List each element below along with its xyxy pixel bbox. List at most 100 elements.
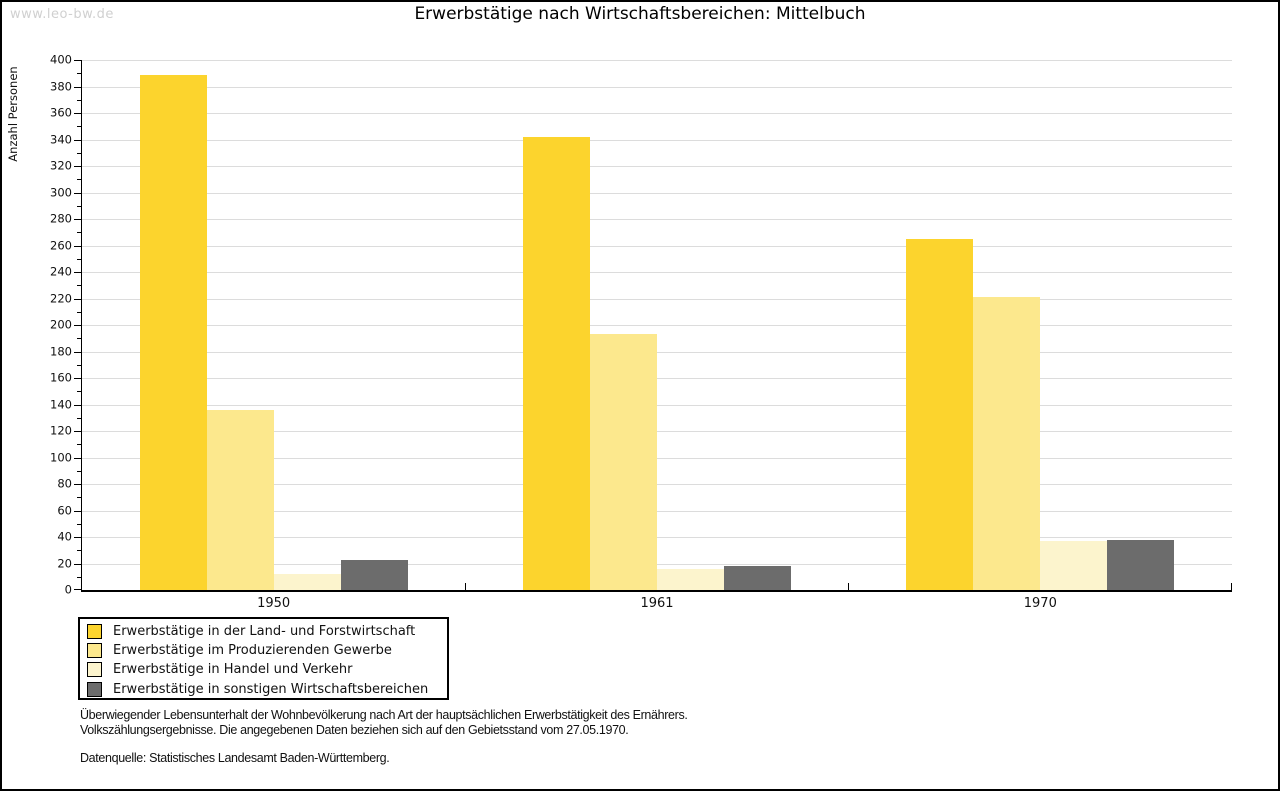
y-tick-120 [74, 431, 81, 432]
y-minor-tick-30 [77, 550, 81, 552]
bar-1950-series-4 [340, 559, 408, 590]
bar-1970-series-3 [1040, 540, 1108, 590]
y-minor-tick-70 [77, 497, 81, 499]
gridline-40 [82, 537, 1232, 538]
watermark-leo-bw: www.leo-bw.de [10, 7, 114, 22]
bar-1961-series-1 [523, 136, 590, 590]
gridline-80 [82, 484, 1232, 485]
y-minor-tick-170 [77, 364, 81, 366]
y-tick-160 [74, 378, 81, 379]
gridline-400 [82, 60, 1232, 61]
y-tick-300 [74, 192, 81, 194]
y-tick-label-340: 340 [50, 132, 72, 146]
y-tick-label-180: 180 [50, 344, 72, 358]
legend-item-4: Erwerbstätige in sonstigen Wirtschaftsbe… [87, 680, 447, 699]
y-tick-label-240: 240 [50, 264, 72, 279]
y-tick-260 [74, 245, 81, 247]
x-boundary-tick-1 [464, 583, 466, 590]
y-tick-label-200: 200 [50, 317, 72, 332]
y-tick-label-280: 280 [50, 211, 72, 226]
plot-area: 0 20 40 60 80 100 120 140 160 180 200 220 240 260 280 3… [50, 54, 1232, 611]
bar-1970-series-2 [973, 297, 1041, 590]
legend-swatch-2 [87, 643, 102, 659]
legend-label-1: Erwerbstätige in der Land- und Forstwirt… [113, 624, 416, 640]
gridline-300 [82, 192, 1232, 194]
y-minor-tick-370 [77, 99, 81, 101]
gridline-260 [82, 245, 1232, 247]
gridline-340 [82, 139, 1232, 141]
y-minor-tick-310 [77, 179, 81, 181]
y-tick-label-120: 120 [50, 423, 72, 438]
footnote-line-2: Volkszählungsergebnisse. Die angegebenen… [80, 722, 629, 737]
y-tick-label-160: 160 [50, 370, 72, 385]
y-minor-tick-330 [77, 152, 81, 154]
gridline-240 [82, 272, 1232, 273]
bar-1961-series-3 [657, 568, 724, 590]
y-tick-200 [74, 325, 81, 326]
gridline-220 [82, 298, 1232, 300]
y-tick-label-400: 400 [50, 52, 72, 67]
y-tick-label-140: 140 [50, 397, 72, 411]
gridline-60 [82, 510, 1232, 512]
y-tick-label-100: 100 [50, 450, 72, 464]
gridline-180 [82, 351, 1232, 353]
y-tick-100 [74, 457, 81, 459]
y-tick-320 [74, 166, 81, 167]
x-boundary-tick-2 [848, 583, 850, 590]
y-tick-label-380: 380 [50, 79, 72, 93]
legend-item-2: Erwerbstätige im Produzierenden Gewerbe [87, 641, 447, 660]
y-tick-0 [74, 589, 81, 590]
x-category-label-1950: 1950 [257, 596, 291, 611]
bar-1950-series-3 [273, 574, 341, 590]
legend-label-3: Erwerbstätige in Handel und Verkehr [113, 662, 353, 678]
y-minor-tick-10 [77, 576, 81, 578]
y-tick-220 [74, 298, 81, 300]
legend-item-3: Erwerbstätige in Handel und Verkehr [87, 660, 447, 679]
y-tick-label-220: 220 [50, 291, 72, 305]
y-tick-label-40: 40 [57, 529, 72, 544]
bar-1950-series-2 [206, 409, 274, 590]
gridline-200 [82, 325, 1232, 326]
legend-swatch-3 [87, 662, 102, 678]
y-tick-400 [74, 60, 81, 61]
y-axis-title: Anzahl Personen [6, 66, 20, 162]
y-tick-20 [74, 563, 81, 565]
gridline-120 [82, 431, 1232, 432]
y-minor-tick-90 [77, 470, 81, 472]
data-source-line: Datenquelle: Statistisches Landesamt Bad… [80, 751, 390, 765]
x-axis-end-tick [1231, 583, 1232, 590]
y-tick-40 [74, 537, 81, 538]
legend: Erwerbstätige in der Land- und Forstwirt… [78, 617, 449, 700]
legend-label-2: Erwerbstätige im Produzierenden Gewerbe [113, 643, 392, 659]
gridline-140 [82, 404, 1232, 406]
footnote-line-1: Überwiegender Lebensunterhalt der Wohnbe… [80, 708, 688, 722]
y-tick-label-20: 20 [57, 556, 72, 570]
y-tick-380 [74, 86, 81, 88]
x-category-label-1961: 1961 [640, 596, 674, 611]
y-tick-360 [74, 113, 81, 114]
y-tick-label-0: 0 [64, 582, 72, 597]
y-minor-tick-350 [77, 126, 81, 128]
gridline-380 [82, 86, 1232, 88]
y-tick-label-260: 260 [50, 238, 72, 252]
legend-item-1: Erwerbstätige in der Land- und Forstwirt… [87, 622, 447, 641]
y-tick-180 [74, 351, 81, 353]
legend-swatch-1 [87, 624, 102, 640]
y-minor-tick-290 [77, 205, 81, 207]
y-minor-tick-150 [77, 391, 81, 393]
y-minor-tick-190 [77, 338, 81, 340]
legend-label-4: Erwerbstätige in sonstigen Wirtschaftsbe… [113, 681, 429, 697]
legend-swatch-4 [87, 681, 102, 697]
gridline-360 [82, 113, 1232, 114]
y-tick-label-300: 300 [50, 185, 72, 199]
y-minor-tick-50 [77, 523, 81, 525]
gridline-280 [82, 219, 1232, 220]
gridline-160 [82, 378, 1232, 379]
y-minor-tick-110 [77, 444, 81, 446]
gridline-320 [82, 166, 1232, 167]
y-minor-tick-210 [77, 311, 81, 313]
footnote: Überwiegender Lebensunterhalt der Wohnbe… [80, 708, 1180, 766]
y-tick-340 [74, 139, 81, 141]
y-minor-tick-130 [77, 417, 81, 419]
y-tick-240 [74, 272, 81, 273]
